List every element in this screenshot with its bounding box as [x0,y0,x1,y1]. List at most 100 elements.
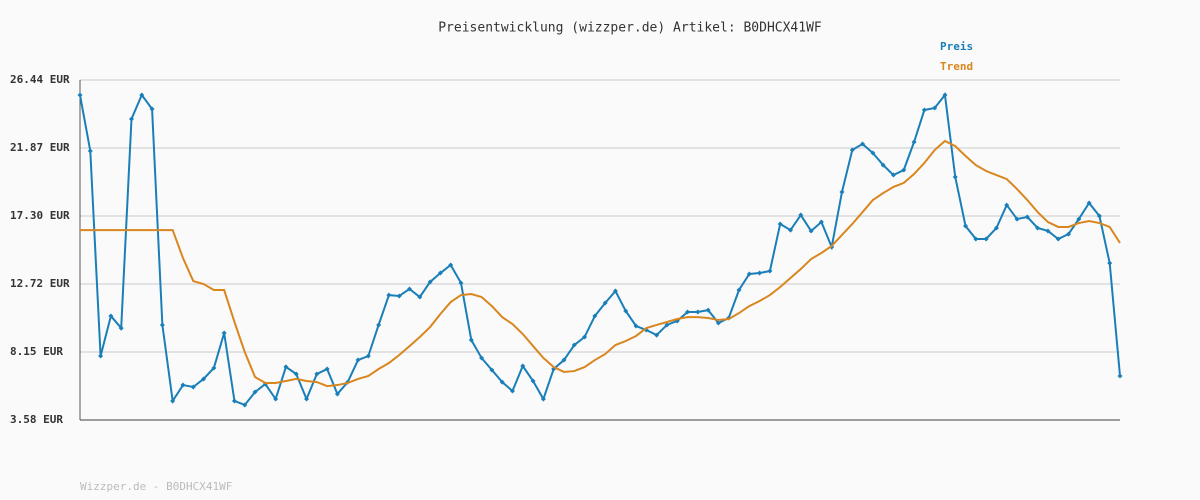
point-marker [252,389,258,395]
point-marker [654,332,660,338]
point-marker [993,225,999,231]
point-marker [1107,260,1113,266]
point-marker [808,228,814,234]
point-marker [1076,216,1082,222]
point-marker [427,279,433,285]
point-marker [98,353,104,359]
point-marker [128,116,134,122]
point-marker [468,337,474,343]
point-marker [355,357,361,363]
point-marker [1024,214,1030,220]
point-marker [489,367,495,373]
point-marker [767,268,773,274]
point-marker [932,105,938,111]
point-marker [304,396,310,402]
point-marker [499,379,505,385]
point-marker [159,322,165,328]
point-marker [118,325,124,331]
point-marker [1086,200,1092,206]
point-marker [1035,225,1041,231]
point-marker [633,323,639,329]
y-tick-label: 26.44 EUR [10,73,70,86]
point-marker [530,378,536,384]
point-marker [180,382,186,388]
series-line [80,139,1121,388]
point-marker [901,167,907,173]
y-tick-label: 17.30 EUR [10,209,70,222]
point-marker [921,107,927,113]
point-marker [293,371,299,377]
point-marker [695,309,701,315]
point-marker [746,271,752,277]
point-marker [87,148,93,154]
point-marker [1117,373,1123,379]
point-marker [479,355,485,361]
point-marker [170,398,176,404]
point-marker [458,280,464,286]
point-marker [612,288,618,294]
point-marker [860,141,866,147]
point-marker [798,212,804,218]
point-marker [77,92,83,98]
point-marker [880,162,886,168]
point-marker [602,300,608,306]
point-marker [520,363,526,369]
point-marker [787,227,793,233]
point-marker [396,293,402,299]
point-marker [149,106,155,112]
legend-label: Preis [940,40,973,53]
point-marker [437,270,443,276]
point-marker [952,174,958,180]
point-marker [582,334,588,340]
point-marker [685,309,691,315]
point-marker [911,139,917,145]
point-marker [334,391,340,397]
point-marker [664,322,670,328]
y-tick-label: 12.72 EUR [10,277,70,290]
point-marker [201,376,207,382]
point-marker [592,313,598,319]
point-marker [273,396,279,402]
point-marker [448,262,454,268]
point-marker [777,221,783,227]
point-marker [623,308,629,314]
y-tick-label: 8.15 EUR [10,345,63,358]
point-marker [715,320,721,326]
y-tick-label: 21.87 EUR [10,141,70,154]
point-marker [1004,202,1010,208]
point-marker [818,219,824,225]
point-marker [407,286,413,292]
legend-label: Trend [940,60,973,73]
point-marker [211,365,217,371]
y-tick-label: 3.58 EUR [10,413,63,426]
point-marker [890,172,896,178]
footer: Wizzper.de - B0DHCX41WF [80,480,232,493]
point-marker [983,236,989,242]
point-marker [849,147,855,153]
point-marker [509,388,515,394]
point-marker [386,292,392,298]
point-marker [1055,236,1061,242]
point-marker [1014,216,1020,222]
point-marker [139,92,145,98]
point-marker [283,364,289,370]
point-marker [231,398,237,404]
point-marker [963,223,969,229]
point-marker [942,92,948,98]
point-marker [221,330,227,336]
point-marker [705,307,711,313]
point-marker [417,294,423,300]
chart-title: Preisentwicklung (wizzper.de) Artikel: B… [438,21,822,36]
point-marker [324,366,330,372]
point-marker [365,353,371,359]
point-marker [1096,213,1102,219]
point-marker [540,396,546,402]
point-marker [870,150,876,156]
point-marker [839,189,845,195]
point-marker [561,357,567,363]
point-marker [190,384,196,390]
series-line [79,92,1121,407]
point-marker [242,402,248,408]
